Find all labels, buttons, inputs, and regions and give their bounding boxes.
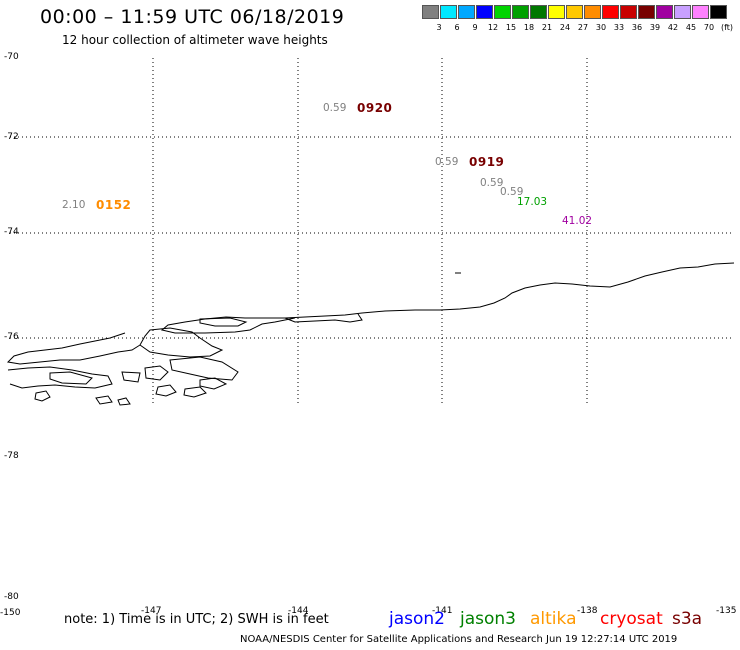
wave-height-value: 0.59 xyxy=(500,186,524,198)
lat-label: -78 xyxy=(4,451,19,461)
color-scale-swatch xyxy=(422,5,439,19)
color-scale-swatch xyxy=(530,5,547,19)
color-scale-label: 21 xyxy=(541,23,553,32)
color-scale-label: 18 xyxy=(523,23,535,32)
lon-label: -150 xyxy=(0,608,21,618)
lat-label: -72 xyxy=(4,132,19,142)
color-scale-swatch xyxy=(458,5,475,19)
coastline xyxy=(6,262,735,406)
map-title: 00:00 – 11:59 UTC 06/18/2019 xyxy=(40,6,345,28)
wave-height-value: 0.59 xyxy=(323,102,347,114)
pass-time-label: 0920 xyxy=(357,101,393,115)
wave-height-value: 0.59 xyxy=(480,177,504,189)
color-scale-swatch xyxy=(584,5,601,19)
color-scale-swatch xyxy=(620,5,637,19)
lat-label: -74 xyxy=(4,227,19,237)
color-scale-swatch xyxy=(494,5,511,19)
map-subtitle: 12 hour collection of altimeter wave hei… xyxy=(62,33,328,47)
color-scale-label: 36 xyxy=(631,23,643,32)
color-scale-label: 15 xyxy=(505,23,517,32)
lat-label: -80 xyxy=(4,592,19,602)
lon-label: -141 xyxy=(432,606,453,616)
color-scale-label: 33 xyxy=(613,23,625,32)
wave-height-value: 17.03 xyxy=(517,196,548,208)
color-scale-swatch xyxy=(548,5,565,19)
pass-time-label: 0152 xyxy=(96,198,132,212)
color-scale-label: 6 xyxy=(454,23,460,32)
wave-height-value: 2.10 xyxy=(62,199,86,211)
color-scale-label: 45 xyxy=(685,23,697,32)
satellite-legend-item: altika xyxy=(530,609,577,629)
lon-label: -135 xyxy=(716,606,737,616)
wave-height-value: 0.59 xyxy=(435,156,459,168)
credit-footer: NOAA/NESDIS Center for Satellite Applica… xyxy=(240,634,678,645)
color-scale-swatch xyxy=(638,5,655,19)
color-scale-label: 27 xyxy=(577,23,589,32)
color-scale-swatch xyxy=(566,5,583,19)
pass-time-label: 0919 xyxy=(469,155,505,169)
color-scale-swatch xyxy=(674,5,691,19)
color-scale-label: 12 xyxy=(487,23,499,32)
color-scale-label: 70 xyxy=(703,23,715,32)
wave-height-value: 41.02 xyxy=(562,215,593,227)
color-scale-label: 24 xyxy=(559,23,571,32)
color-scale-label: 39 xyxy=(649,23,661,32)
lat-label: -76 xyxy=(4,332,19,342)
lon-label: -147 xyxy=(141,606,162,616)
color-scale-swatch xyxy=(440,5,457,19)
color-scale-label: 3 xyxy=(436,23,442,32)
lon-label: -138 xyxy=(577,606,598,616)
units-note: note: 1) Time is in UTC; 2) SWH is in fe… xyxy=(64,612,329,627)
color-scale-swatch xyxy=(476,5,493,19)
lat-lon-grid xyxy=(10,58,732,405)
satellite-legend-item: s3a xyxy=(672,609,703,629)
satellite-legend-item: jason3 xyxy=(460,609,516,629)
color-scale-label: 30 xyxy=(595,23,607,32)
lon-label: -144 xyxy=(288,606,309,616)
color-scale-swatch xyxy=(692,5,709,19)
color-scale-swatch xyxy=(602,5,619,19)
satellite-legend-item: jason2 xyxy=(389,609,445,629)
lat-label: -70 xyxy=(4,52,19,62)
color-scale-swatch xyxy=(656,5,673,19)
color-scale-label: (ft) xyxy=(720,23,734,32)
satellite-legend-item: cryosat xyxy=(600,609,663,629)
color-scale-label: 9 xyxy=(472,23,478,32)
color-scale-label: 42 xyxy=(667,23,679,32)
color-scale-swatch xyxy=(710,5,727,19)
color-scale-swatch xyxy=(512,5,529,19)
